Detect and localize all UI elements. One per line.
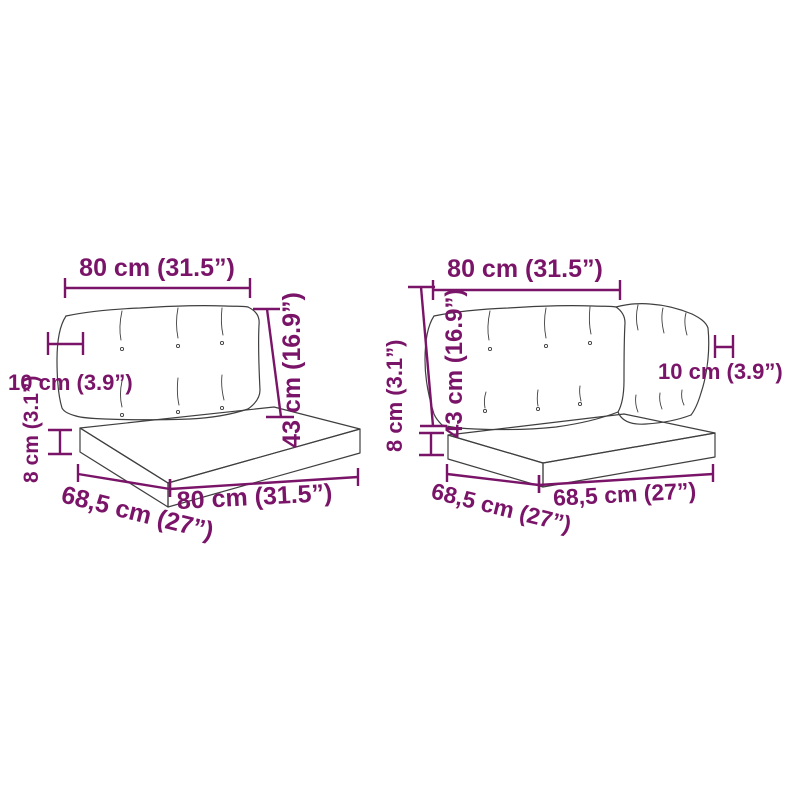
svg-text:43 cm (16.9”): 43 cm (16.9”) [441, 289, 468, 438]
svg-text:80 cm (31.5”): 80 cm (31.5”) [447, 255, 603, 283]
svg-text:10 cm (3.9”): 10 cm (3.9”) [658, 359, 783, 384]
svg-text:80 cm (31.5”): 80 cm (31.5”) [79, 254, 235, 282]
svg-text:8 cm (3.1”): 8 cm (3.1”) [20, 376, 43, 483]
svg-text:8 cm (3.1”): 8 cm (3.1”) [382, 340, 407, 453]
svg-text:43 cm (16.9”): 43 cm (16.9”) [278, 292, 306, 448]
